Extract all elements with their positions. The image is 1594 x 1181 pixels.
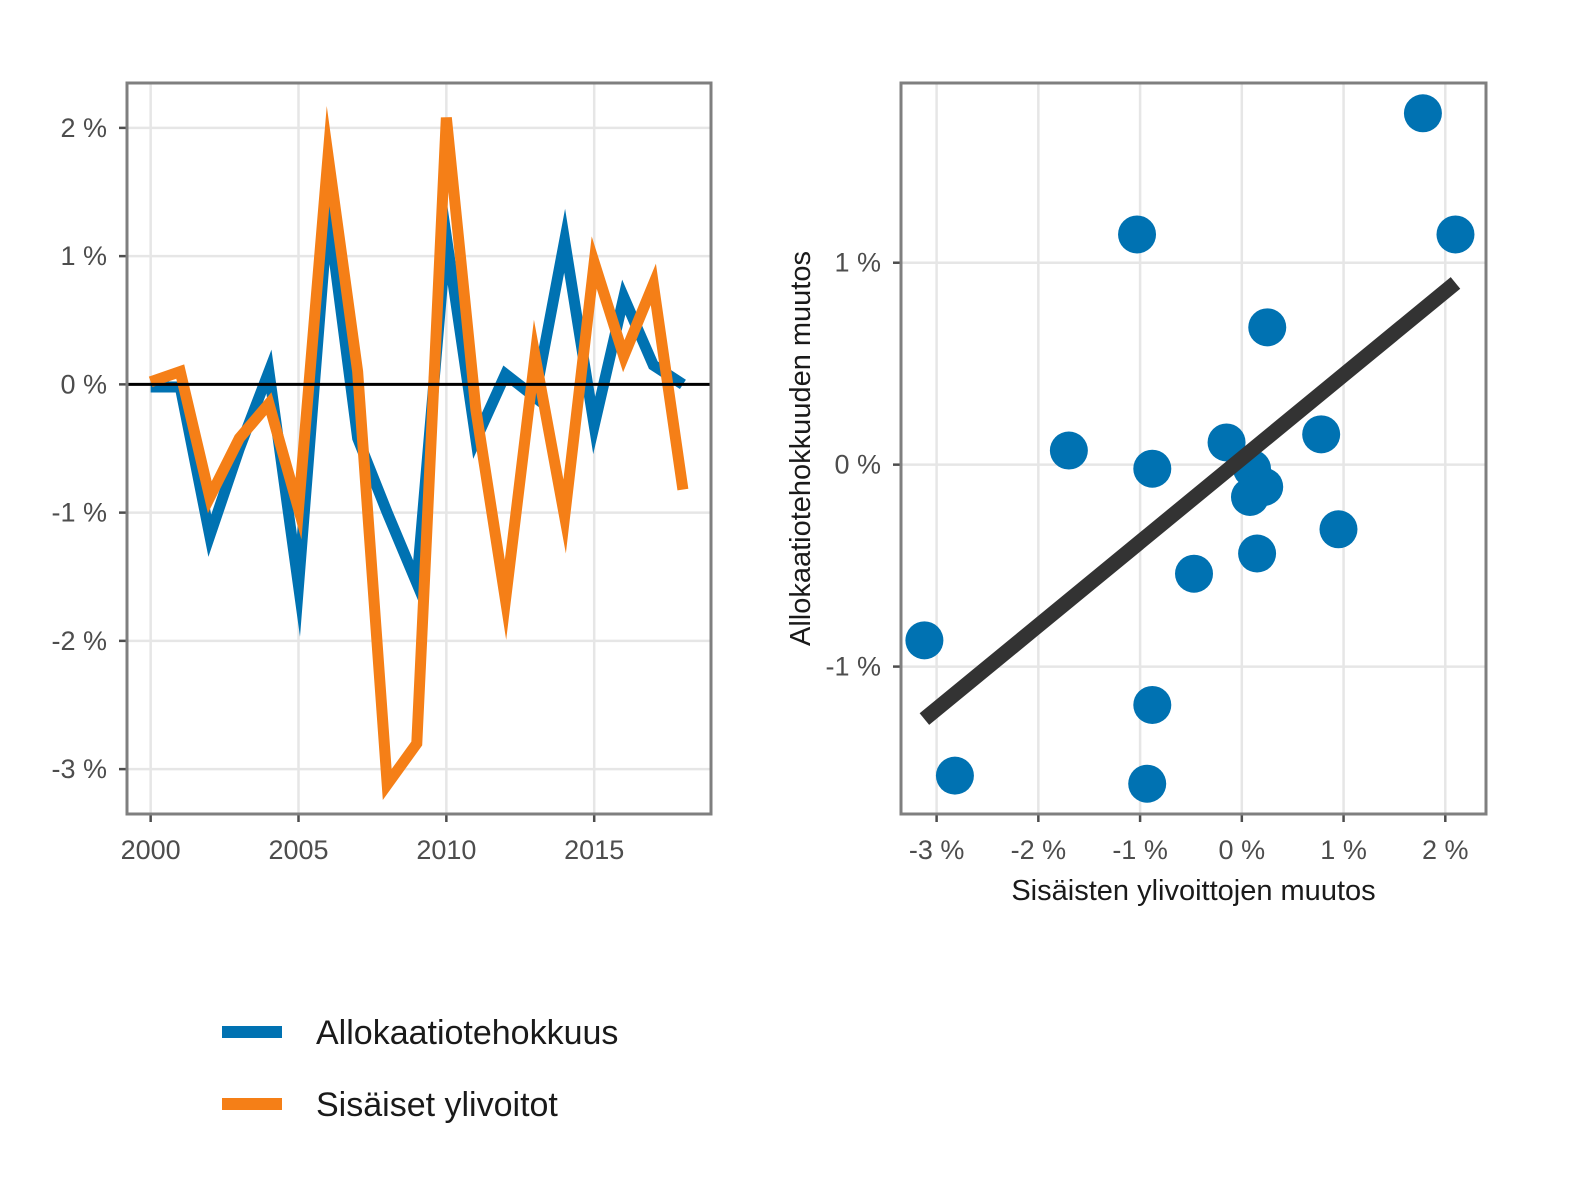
scatter-point (1133, 685, 1172, 724)
scatter-chart-panel: -1 % 0 % 1 % -3 % -2 % -1 % 0 % 1 % 2 % (825, 81, 1488, 865)
scatter-y-axis-title: Allokaatiotehokkuuden muutos (785, 251, 817, 646)
scatter-point (1238, 534, 1277, 573)
scatter-y-tick-label: -1 % (825, 652, 881, 682)
scatter-point (1128, 764, 1167, 803)
line-chart-y-tick-label: 1 % (60, 241, 107, 271)
line-chart-x-tick-label: 2010 (416, 835, 476, 865)
scatter-x-tick-label: 0 % (1219, 835, 1266, 865)
line-chart-y-tick-label: -3 % (51, 754, 107, 784)
scatter-point (1049, 431, 1088, 470)
scatter-panel-border (899, 81, 1488, 816)
scatter-point (1248, 308, 1287, 347)
line-chart-y-tick-label: 2 % (60, 113, 107, 143)
scatter-x-tick-label: -3 % (909, 835, 965, 865)
scatter-x-tick-label: 2 % (1422, 835, 1469, 865)
regression-fit-line (919, 277, 1461, 725)
line-chart-x-tick-label: 2000 (121, 835, 181, 865)
scatter-x-tick-label: -2 % (1011, 835, 1067, 865)
line-chart-y-tick-label: -2 % (51, 626, 107, 656)
legend-label-allokaatiotehokkuus: Allokaatiotehokkuus (316, 1014, 618, 1052)
line-chart-panel: -3 % -2 % -1 % 0 % 1 % 2 % 2000 2005 2010 2015 (51, 81, 713, 865)
scatter-x-tick-label: -1 % (1112, 835, 1168, 865)
scatter-point (1118, 215, 1157, 254)
scatter-point (1245, 467, 1284, 506)
scatter-point (1403, 94, 1442, 133)
line-chart-x-tick-label: 2015 (564, 835, 624, 865)
scatter-y-tick-label: 0 % (834, 450, 881, 480)
scatter-point (905, 621, 944, 660)
scatter-y-tick-label: 1 % (834, 248, 881, 278)
scatter-point (1436, 215, 1475, 254)
line-chart-x-tick-label: 2005 (268, 835, 328, 865)
line-chart-y-tick-label: -1 % (51, 498, 107, 528)
legend-label-sisaiset-ylivoitot: Sisäiset ylivoitot (316, 1086, 558, 1124)
scatter-point (935, 756, 974, 795)
line-series-sisaiset-ylivoitot (148, 106, 689, 801)
scatter-point (1175, 554, 1214, 593)
scatter-point (1319, 510, 1358, 549)
scatter-x-tick-label: 1 % (1320, 835, 1367, 865)
scatter-point (1207, 423, 1246, 462)
line-chart-panel-border (125, 81, 713, 816)
scatter-x-axis-title: Sisäisten ylivoittojen muutos (1011, 875, 1375, 907)
legend: Allokaatiotehokkuus Sisäiset ylivoitot (222, 1014, 618, 1124)
line-series-allokaatiotehokkuus (150, 158, 686, 637)
line-chart-y-tick-label: 0 % (60, 369, 107, 399)
scatter-point (1133, 449, 1172, 488)
scatter-point (1302, 415, 1341, 454)
